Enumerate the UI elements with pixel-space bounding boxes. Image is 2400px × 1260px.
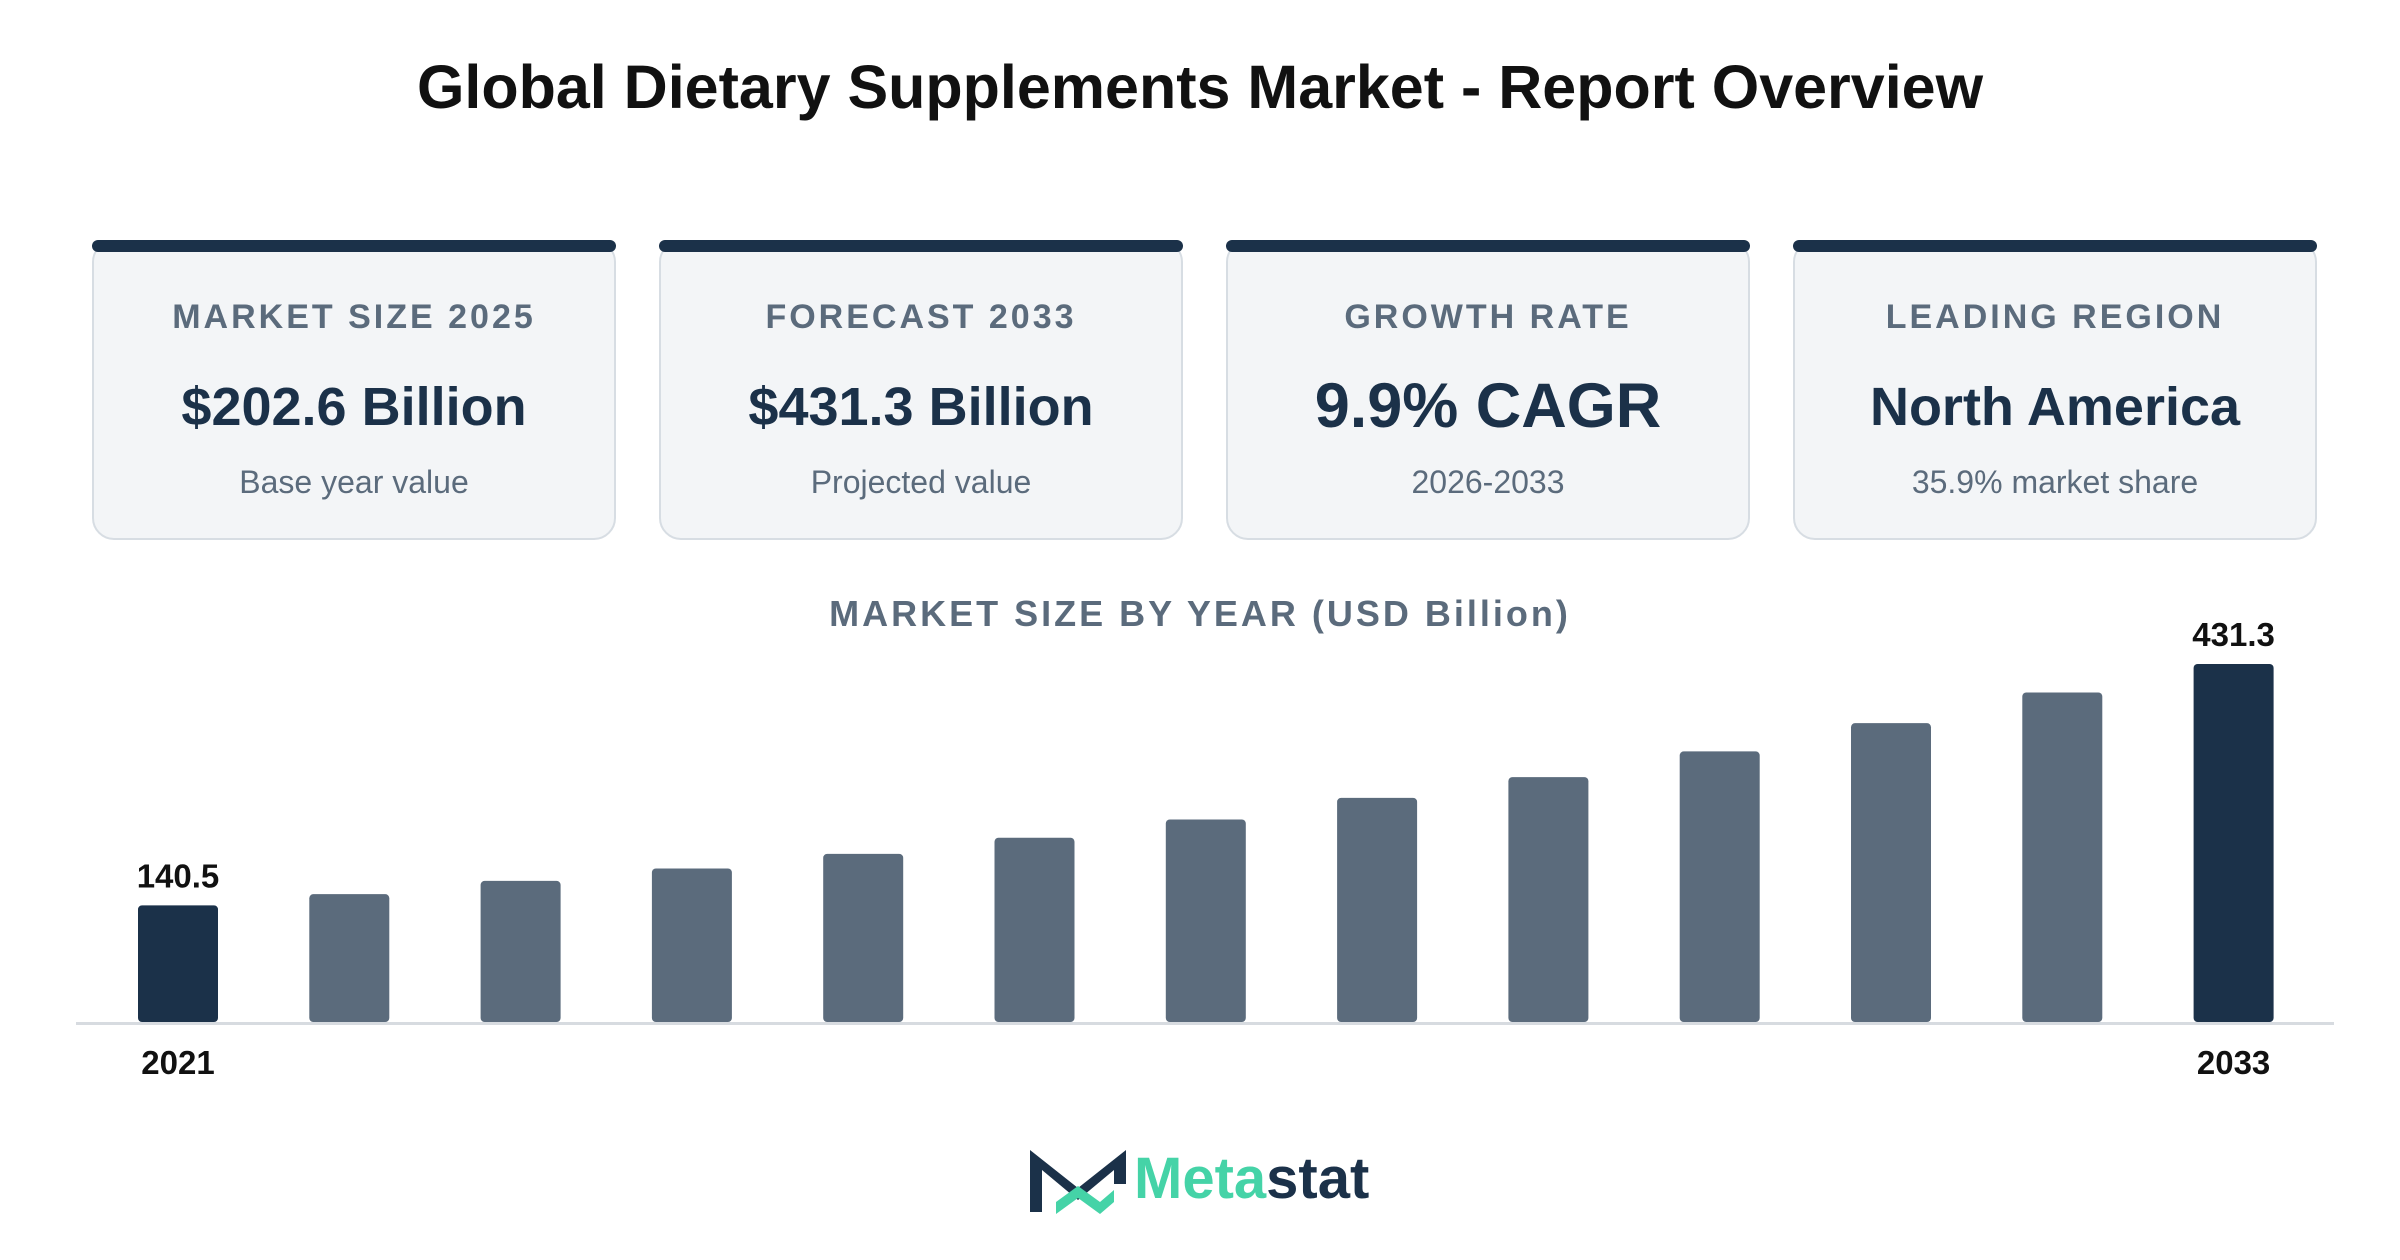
growth-rate-card: GROWTH RATE 9.9% CAGR 2026-2033 bbox=[1226, 240, 1750, 540]
card-accent-bar bbox=[1226, 240, 1750, 252]
card-subtitle: 2026-2033 bbox=[1411, 464, 1565, 500]
card-accent-bar bbox=[1793, 240, 2317, 252]
chart-title: MARKET SIZE BY YEAR (USD Billion) bbox=[829, 593, 1571, 634]
card-value: North America bbox=[1869, 377, 2241, 437]
card-value: $202.6 Billion bbox=[181, 377, 527, 437]
card-label: LEADING REGION bbox=[1885, 298, 2225, 336]
card-label: GROWTH RATE bbox=[1344, 298, 1632, 336]
forecast-card: FORECAST 2033 $431.3 Billion Projected v… bbox=[659, 240, 1183, 540]
card-value: $431.3 Billion bbox=[748, 377, 1094, 437]
bar-2030 bbox=[1679, 751, 1760, 1022]
bar-2026 bbox=[994, 837, 1075, 1022]
metastat-logo-text: Metastat bbox=[1134, 1145, 1369, 1212]
card-label: MARKET SIZE 2025 bbox=[172, 298, 536, 336]
card-subtitle: Projected value bbox=[810, 464, 1032, 500]
page-title: Global Dietary Supplements Market - Repo… bbox=[416, 53, 1984, 121]
card-accent-bar bbox=[92, 240, 616, 252]
market-size-card: MARKET SIZE 2025 $202.6 Billion Base yea… bbox=[92, 240, 616, 540]
bar-2027 bbox=[1165, 819, 1246, 1022]
bar-2021 bbox=[138, 905, 218, 1022]
card-label: FORECAST 2033 bbox=[765, 298, 1077, 336]
data-label-2033: 431.3 bbox=[2192, 616, 2275, 653]
card-accent-bar bbox=[659, 240, 1183, 252]
card-subtitle: Base year value bbox=[239, 464, 469, 500]
bar-2032 bbox=[2022, 692, 2103, 1022]
bar-2025 bbox=[823, 853, 904, 1022]
bar-2023 bbox=[480, 880, 561, 1022]
bar-2033 bbox=[2193, 664, 2274, 1022]
bar-2029 bbox=[1508, 777, 1589, 1022]
bar-2022 bbox=[309, 894, 390, 1022]
logo-text-part1: Meta bbox=[1134, 1146, 1267, 1211]
bar-2028 bbox=[1337, 797, 1418, 1022]
bar-2024 bbox=[651, 868, 732, 1022]
data-label-2021: 140.5 bbox=[137, 857, 220, 894]
card-subtitle: 35.9% market share bbox=[1911, 464, 2199, 500]
bar-2031 bbox=[1851, 723, 1931, 1022]
metastat-m-logo-icon bbox=[1030, 1150, 1126, 1214]
x-tick-label-2021: 2021 bbox=[141, 1044, 214, 1081]
leading-region-card: LEADING REGION North America 35.9% marke… bbox=[1793, 240, 2317, 540]
card-value: 9.9% CAGR bbox=[1314, 371, 1662, 441]
logo-text-part2: stat bbox=[1266, 1146, 1370, 1211]
x-tick-label-2033: 2033 bbox=[2197, 1044, 2270, 1081]
